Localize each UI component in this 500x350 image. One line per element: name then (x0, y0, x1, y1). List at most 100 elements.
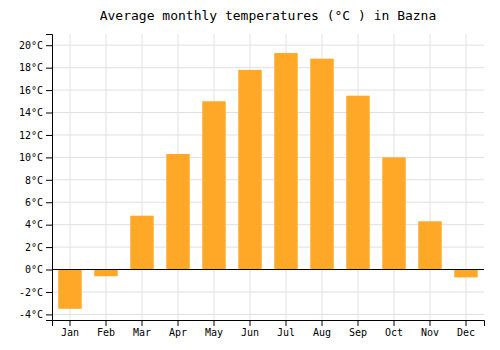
grid-line (52, 45, 484, 46)
tick-label: Dec (457, 327, 475, 338)
bar (202, 101, 225, 269)
tick-label: 10°C (19, 152, 43, 163)
tick-label: 4°C (25, 219, 43, 230)
tick-label: Sep (349, 327, 367, 338)
tick-mark (46, 135, 52, 136)
tick: Apr (169, 320, 187, 338)
grid-line (52, 314, 484, 315)
tick: 6°C (25, 197, 52, 208)
tick-mark (46, 90, 52, 91)
tick-mark (178, 320, 179, 326)
grid (52, 34, 484, 320)
grid-line (52, 67, 484, 68)
tick-label: 0°C (25, 264, 43, 275)
tick-label: 18°C (19, 62, 43, 73)
tick-label: Oct (385, 327, 403, 338)
tick: 20°C (19, 40, 52, 51)
tick: Jan (61, 320, 79, 338)
bar (130, 216, 153, 270)
tick-mark (214, 320, 215, 326)
tick: Nov (421, 320, 439, 338)
tick: Dec (457, 320, 475, 338)
grid-line (52, 269, 484, 270)
tick: 14°C (19, 107, 52, 118)
y-axis: -4°C -2°C 0°C 2°C 4°C 6°C 8°C 10°C 12°C 14°C 16°C 1… (19, 35, 53, 321)
tick: Oct (385, 320, 403, 338)
tick: -4°C (19, 309, 52, 320)
tick-mark (394, 320, 395, 326)
tick-mark (46, 45, 52, 46)
tick-label: 8°C (25, 175, 43, 186)
bar (238, 70, 261, 270)
bar (454, 270, 477, 278)
grid-line (52, 134, 484, 135)
tick-mark (358, 320, 359, 326)
tick-mark (466, 320, 467, 326)
tick-mark (46, 157, 52, 158)
bar (346, 96, 369, 270)
plot: -4°C -2°C 0°C 2°C 4°C 6°C 8°C 10°C 12°C 14°C 16°C 1… (19, 34, 485, 338)
tick-mark (46, 225, 52, 226)
grid-line (106, 34, 107, 320)
tick: May (205, 320, 223, 338)
tick-mark (46, 202, 52, 203)
tick-label: Jul (277, 327, 295, 338)
x-axis: Jan Feb Mar Apr May Jun Jul Aug Sep Oct Nov Dec (53, 320, 485, 338)
tick: 8°C (25, 175, 52, 186)
tick-label: 14°C (19, 107, 43, 118)
tick: 16°C (19, 85, 52, 96)
bar (274, 53, 297, 269)
tick-mark (46, 247, 52, 248)
tick-label: -4°C (19, 309, 43, 320)
title: Average monthly temperatures (°C ) in Ba… (100, 8, 437, 23)
bar (58, 270, 81, 309)
tick-label: Feb (97, 327, 115, 338)
tick-label: Nov (421, 327, 439, 338)
tick-mark (322, 320, 323, 326)
zero-line (52, 269, 484, 270)
tick-mark (46, 314, 52, 315)
grid-line (52, 90, 484, 91)
tick-label: Aug (313, 327, 331, 338)
tick-mark (46, 270, 52, 271)
tick-mark (46, 68, 52, 69)
grid-line (52, 179, 484, 180)
tick-label: -2°C (19, 287, 43, 298)
grid-line (430, 34, 431, 320)
bar (418, 221, 441, 269)
tick-label: 2°C (25, 242, 43, 253)
bar (166, 154, 189, 270)
tick: Jul (277, 320, 295, 338)
tick-mark (46, 113, 52, 114)
bar (310, 59, 333, 270)
tick-label: Apr (169, 327, 187, 338)
tick: Feb (97, 320, 115, 338)
tick-mark (250, 320, 251, 326)
bar (94, 270, 117, 277)
tick: Aug (313, 320, 331, 338)
tick-label: 12°C (19, 130, 43, 141)
tick-label: Jan (61, 327, 79, 338)
tick: 2°C (25, 242, 52, 253)
chart: -4°C -2°C 0°C 2°C 4°C 6°C 8°C 10°C 12°C 14°C 16°C 1… (0, 0, 500, 350)
tick: 18°C (19, 62, 52, 73)
tick-label: Mar (133, 327, 151, 338)
tick-label: 16°C (19, 85, 43, 96)
tick-mark (46, 292, 52, 293)
tick-label: May (205, 327, 223, 338)
tick-mark (142, 320, 143, 326)
tick: Mar (133, 320, 151, 338)
tick: Jun (241, 320, 259, 338)
axis-line (46, 35, 53, 321)
grid-line (142, 34, 143, 320)
tick-mark (46, 180, 52, 181)
tick-label: Jun (241, 327, 259, 338)
grid-line (52, 112, 484, 113)
tick: 0°C (25, 264, 52, 275)
grid-line (52, 291, 484, 292)
bars (52, 53, 484, 309)
tick: 4°C (25, 219, 52, 230)
tick-label: 6°C (25, 197, 43, 208)
tick: -2°C (19, 287, 52, 298)
tick: Sep (349, 320, 367, 338)
